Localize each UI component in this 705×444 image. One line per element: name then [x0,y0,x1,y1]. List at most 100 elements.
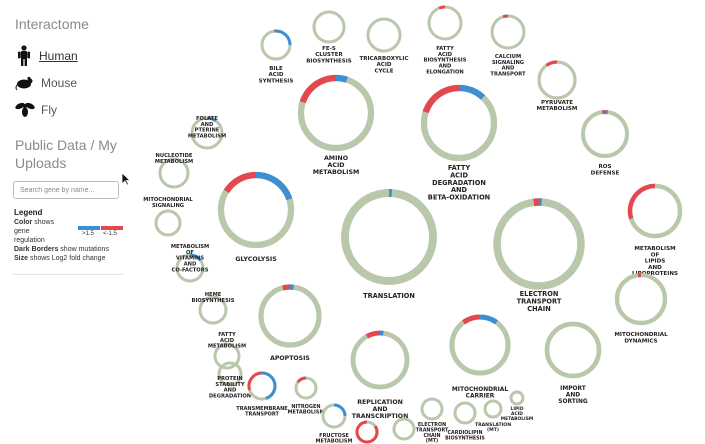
pathway-node-protein[interactable]: PROTEIN STABILITY AND DEGRADATION [209,361,251,399]
legend-title: Legend [14,208,43,217]
pathway-node-unlabeled-1[interactable] [355,420,379,444]
pathway-label-line: ELECTRON [520,290,559,298]
pathway-node-ros[interactable]: ROS DEFENSE [581,110,629,176]
pathway-label-line: METABOLISM [208,344,246,350]
section-title-line-1: Public Data / My [15,137,117,153]
pathway-ring [581,110,629,158]
pathway-label-line: DYNAMICS [624,338,657,344]
pathway-node-translation-mt[interactable]: TRANSLATION (MT) [475,399,511,433]
pathway-ring [453,401,477,425]
pathway-label: AMINO ACID METABOLISM [313,155,360,176]
pathway-node-fe-s[interactable]: FE-S CLUSTER BIOSYNTHESIS [306,10,352,64]
pathway-node-fatty-deg[interactable]: FATTY ACID DEGRADATION AND BETA-OXIDATION [420,84,498,202]
pathway-label-line: METABOLISM [634,246,676,252]
pathway-label-line: CARDIOLIPIN [448,430,483,436]
pathway-node-unlabeled-2[interactable] [392,417,416,441]
pathway-label: IMPORT AND SORTING [558,386,588,405]
pathway-label-line: METABOLISM [188,133,226,139]
pathway-label-line: AND [184,261,197,267]
pathway-node-lipids[interactable]: METABOLISM OF LIPIDS AND LIPOPROTEINS [627,183,683,277]
pathway-label-line: CHAIN [527,305,550,313]
pathway-node-mito-carrier[interactable]: MITOCHONDRIAL CARRIER [449,314,511,400]
downregulated-arc [275,29,292,46]
pathway-label-line: FATTY [448,164,470,172]
organism-mouse[interactable]: Mouse [15,72,77,94]
pathway-label-line: CALCIUM [495,54,521,60]
pathway-node-transmembrane[interactable]: TRANSMEMBRANE TRANSPORT [236,371,288,418]
pathway-label-line: AND [439,63,452,69]
pathway-label-line: AND [566,393,580,399]
downregulated-arc [458,84,486,100]
pathway-node-replication[interactable]: REPLICATION AND TRANSCRIPTION [350,330,410,420]
pathway-label-line: AND [224,388,237,394]
pathway-node-fatty-bio[interactable]: FATTY ACID BIOSYNTHESIS AND ELONGATION [424,5,467,75]
pathway-label: MITOCHONDRIAL DYNAMICS [614,332,668,344]
pathway-node-vitamins[interactable]: METABOLISM OF VITAMINS AND CO-FACTORS [171,244,209,283]
upregulated-arc [299,74,337,104]
pathway-label-line: AND [201,122,214,128]
pathway-label-line: STABILITY [215,382,245,388]
pathway-label: PYRUVATE METABOLISM [537,100,578,112]
pathway-node-nitrogen[interactable]: NITROGEN METABOLISM [288,376,325,416]
pathway-node-apoptosis[interactable]: APOPTOSIS [258,284,322,362]
pathway-node-amino[interactable]: AMINO ACID METABOLISM [297,74,375,176]
pathway-label-line: SORTING [558,399,588,405]
pathway-label-line: IMPORT [560,386,586,392]
gene-search-input[interactable] [13,181,119,199]
pathway-label: FE-S CLUSTER BIOSYNTHESIS [306,46,352,64]
pathway-ring [312,10,346,44]
organism-label-human: Human [39,49,78,63]
pathway-label: FATTY ACID METABOLISM [208,332,246,350]
upregulated-arc [502,14,509,19]
pathway-label: ELECTRON TRANSPORT CHAIN [517,290,562,313]
pathway-label-line: AMINO [324,155,349,162]
pathway-node-heme[interactable]: HEME BIOSYNTHESIS [192,292,235,325]
pathway-node-lipid-acid[interactable]: LIPID ACID METABOLISM [501,390,533,422]
legend-color-line-2: gene [14,228,30,235]
pathway-label-line: ACID [450,171,468,179]
pathway-node-pyruvate[interactable]: PYRUVATE METABOLISM [537,60,578,112]
pathway-node-calcium[interactable]: CALCIUM SIGNALING AND TRANSPORT [490,14,526,77]
pathway-node-etc[interactable]: ELECTRON TRANSPORT CHAIN [493,198,585,313]
pathway-label: ELECTRON TRANSPORT CHAIN (MT) [416,422,449,444]
upregulated-arc [247,371,263,391]
downregulated-arc [189,253,202,262]
pathway-label: TRANSLATION [363,292,415,300]
pathway-node-fructose[interactable]: FRUCTOSE METABOLISM [316,403,353,444]
pathway-node-glycolysis[interactable]: GLYCOLYSIS [217,171,295,263]
pathway-label-line: NUCLEOTIDE [156,153,193,159]
pathway-label: GLYCOLYSIS [235,256,277,263]
pathway-label-line: PYRUVATE [541,100,573,106]
pathway-ring [420,397,444,421]
pathway-ring [366,17,402,53]
app-title: Interactome [15,16,89,32]
pathway-node-cardiolipin[interactable]: CARDIOLIPIN BIOSYNTHESIS [445,401,485,441]
pathway-node-translation[interactable]: TRANSLATION [341,189,437,300]
pathway-label: CALCIUM SIGNALING AND TRANSPORT [490,54,526,77]
section-title-line-2: Uploads [15,155,67,171]
pathway-node-mito-sig[interactable]: MITOCHONDRIAL SIGNALING [143,197,193,237]
pathway-node-fatty-met[interactable]: FATTY ACID METABOLISM [208,332,246,370]
pathway-label-line: SIGNALING [152,203,184,209]
pathway-node-mito-dyn[interactable]: MITOCHONDRIAL DYNAMICS [614,272,668,344]
pathway-label-line: FATTY [218,332,236,338]
upregulated-arc [462,314,481,325]
pathway-label-line: TRANSPORT [517,297,562,305]
pathway-node-electron-mt[interactable]: ELECTRON TRANSPORT CHAIN (MT) [416,397,449,444]
pathway-node-nucleotide[interactable]: NUCLEOTIDE METABOLISM [155,153,193,189]
pathway-node-import[interactable]: IMPORT AND SORTING [544,321,602,405]
pathway-node-bile[interactable]: BILE ACID SYNTHESIS [259,29,294,84]
pathway-label: BILE ACID SYNTHESIS [259,66,294,84]
pathway-label-line: TRANSLATION [363,292,415,300]
pathway-label-line: DEGRADATION [209,393,251,399]
pathway-node-tca[interactable]: TRICARBOXYLIC ACID CYCLE [359,17,409,74]
pathway-label-line: OF [651,252,660,258]
organism-fly[interactable]: Fly [15,99,57,121]
pathway-label: CARDIOLIPIN BIOSYNTHESIS [445,430,485,441]
downregulated-arc [333,403,347,417]
pathway-label: MITOCHONDRIAL CARRIER [452,387,508,400]
pathway-label-line: ELONGATION [426,69,464,75]
pathway-node-folate[interactable]: FOLATE AND PTERINE METABOLISM [188,116,226,150]
organism-human[interactable]: Human [15,45,78,67]
